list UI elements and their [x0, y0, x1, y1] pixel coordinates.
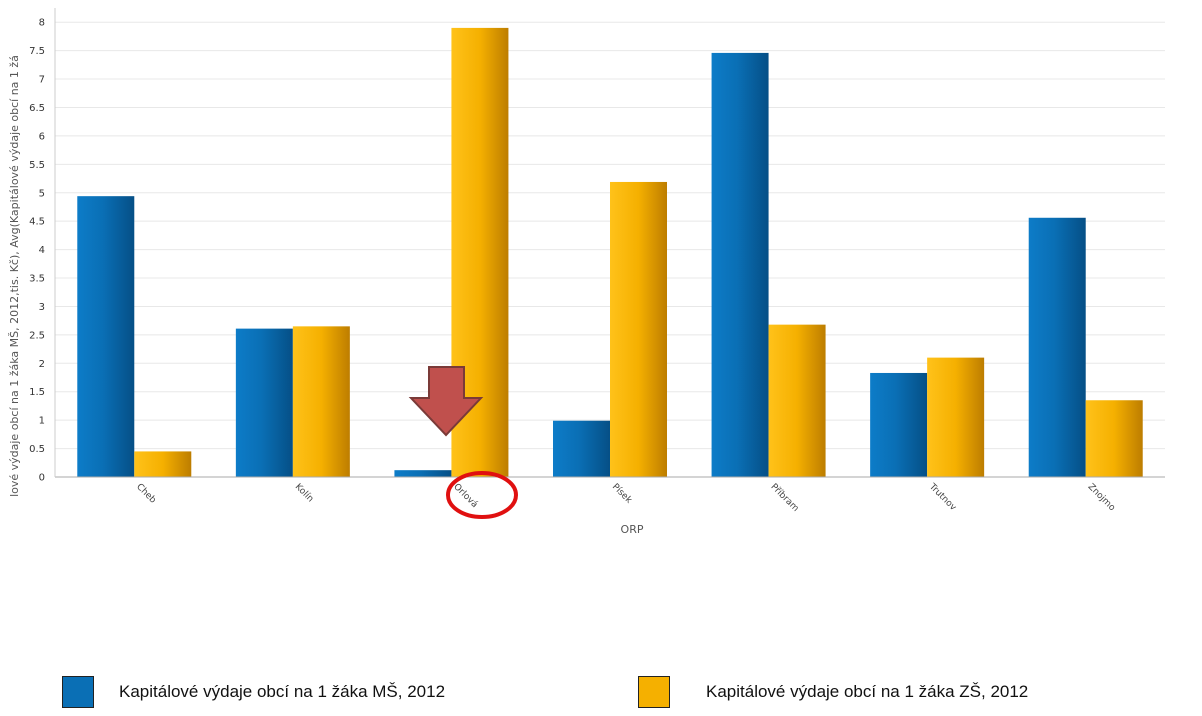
- x-tick-label: Příbram: [768, 482, 800, 514]
- y-tick-label: 1: [39, 416, 45, 427]
- y-tick-label: 5.5: [29, 160, 45, 171]
- y-axis-ticks: 0 0.5 1 1.5 2 2.5 3 3.5 4 4.5 5 5.5 6 6.5 7 7.5 8: [29, 18, 45, 484]
- bars: [77, 27, 1143, 477]
- bar-ms: [870, 372, 928, 477]
- x-tick-label: Trutnov: [926, 481, 958, 513]
- annotations: [408, 366, 518, 519]
- y-tick-label: 1.5: [29, 387, 45, 398]
- y-tick-label: 6.5: [29, 103, 45, 114]
- y-tick-label: 2.5: [29, 330, 45, 341]
- bar-zs: [134, 451, 192, 477]
- bar-zs: [1085, 400, 1143, 477]
- bar-ms: [77, 196, 135, 477]
- x-tick-label: Orlová: [451, 482, 479, 510]
- bar-zs: [610, 181, 667, 477]
- y-tick-label: 7: [39, 75, 45, 86]
- x-axis-title: ORP: [621, 523, 644, 536]
- y-tick-label: 3: [39, 302, 45, 313]
- y-tick-label: 3.5: [29, 274, 45, 285]
- y-tick-label: 7.5: [29, 46, 45, 57]
- legend-swatch-ms: [62, 676, 94, 708]
- y-tick-label: 8: [39, 18, 45, 29]
- bar-ms: [553, 420, 610, 477]
- bar-chart: 0 0.5 1 1.5 2 2.5 3 3.5 4 4.5 5 5.5 6 6.5 7 7.5 8 Cheb Ko…: [8, 8, 1165, 536]
- y-tick-label: 4.5: [29, 217, 45, 228]
- y-tick-label: 0: [39, 473, 45, 484]
- down-arrow-icon: [408, 366, 484, 437]
- legend-swatch-zs: [638, 676, 670, 708]
- bar-zs: [927, 357, 985, 477]
- bar-ms: [711, 52, 769, 477]
- x-tick-label: Znojmo: [1086, 482, 1118, 514]
- y-tick-label: 4: [39, 245, 45, 256]
- x-tick-label: Cheb: [134, 482, 158, 506]
- legend-item-zs: Kapitálové výdaje obcí na 1 žáka ZŠ, 201…: [638, 676, 1028, 708]
- bar-zs: [768, 324, 826, 477]
- y-tick-label: 6: [39, 131, 45, 142]
- x-tick-label: Kolín: [293, 482, 315, 504]
- bar-ms: [235, 328, 293, 477]
- bar-ms: [1028, 217, 1086, 477]
- bar-ms: [394, 470, 452, 477]
- bar-zs: [292, 326, 350, 477]
- legend-item-ms: Kapitálové výdaje obcí na 1 žáka MŠ, 201…: [62, 676, 445, 708]
- x-tick-label: Písek: [610, 482, 634, 506]
- x-axis-ticks: Cheb Kolín Orlová Písek Příbram Trutnov Znojmo: [134, 481, 1117, 514]
- legend-label-ms: Kapitálové výdaje obcí na 1 žáka MŠ, 201…: [119, 682, 446, 701]
- legend-label-zs: Kapitálové výdaje obcí na 1 žáka ZŠ, 201…: [706, 682, 1029, 701]
- y-axis-title: lové výdaje obcí na 1 žáka MŠ, 2012,tis.…: [8, 55, 21, 497]
- y-tick-label: 2: [39, 359, 45, 370]
- highlight-circle-icon: [446, 471, 518, 519]
- y-tick-label: 5: [39, 188, 45, 199]
- y-tick-label: 0.5: [29, 444, 45, 455]
